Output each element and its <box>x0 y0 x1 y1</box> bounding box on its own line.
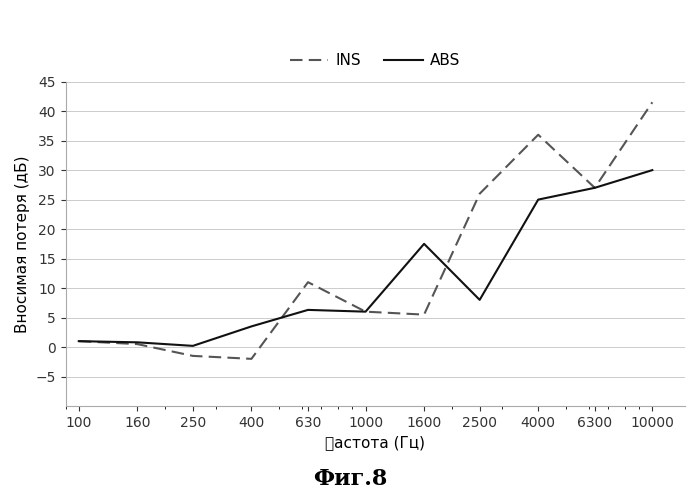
ABS <box>648 167 657 173</box>
ABS <box>133 340 141 346</box>
ABS <box>75 338 83 344</box>
INS <box>75 338 83 344</box>
X-axis label: 䉿астота (Гц): 䉿астота (Гц) <box>326 435 426 450</box>
Legend: INS, ABS: INS, ABS <box>284 47 467 74</box>
Line: ABS: ABS <box>79 170 652 346</box>
INS <box>361 309 370 315</box>
INS <box>420 312 428 318</box>
ABS <box>304 307 312 313</box>
INS <box>648 99 657 105</box>
ABS <box>534 197 542 202</box>
ABS <box>247 323 256 329</box>
Text: Фиг.8: Фиг.8 <box>313 468 387 490</box>
INS <box>591 185 599 191</box>
ABS <box>189 343 197 349</box>
INS <box>189 353 197 359</box>
ABS <box>361 309 370 315</box>
Y-axis label: Вносимая потеря (дБ): Вносимая потеря (дБ) <box>15 155 30 333</box>
INS <box>304 279 312 285</box>
INS <box>534 132 542 138</box>
Line: INS: INS <box>79 102 652 359</box>
ABS <box>475 297 484 303</box>
ABS <box>420 241 428 247</box>
INS <box>247 356 256 362</box>
ABS <box>591 185 599 191</box>
INS <box>133 341 141 347</box>
INS <box>475 191 484 197</box>
